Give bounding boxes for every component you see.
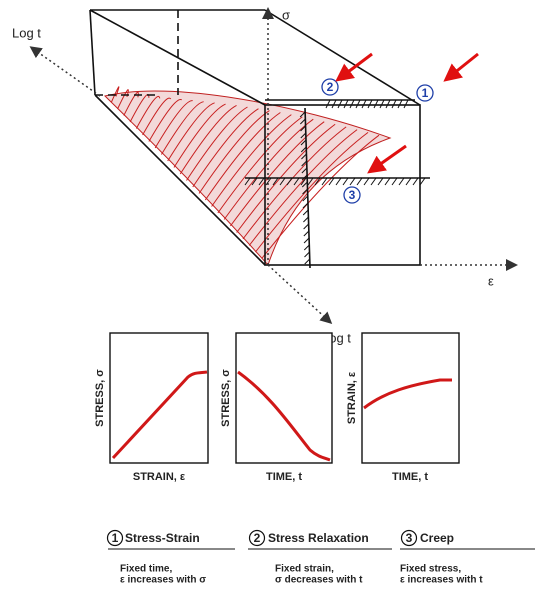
hatch-tick [343,178,348,185]
hatch-tick [350,178,355,185]
hatch-tick [305,252,310,257]
box-edge [265,10,420,105]
hatch-tick [392,178,397,185]
hatch-tick [329,178,334,185]
marker-label: 3 [349,188,356,202]
caption-number: 1 [112,531,119,545]
x-axis-label: TIME, t [392,471,428,483]
axis-label: Log t [12,25,41,40]
panel-frame [362,333,459,463]
hatch-tick [399,178,404,185]
hatch-tick [350,100,354,108]
axis-label: σ [282,7,290,22]
hatch-tick [374,100,378,108]
hatch-tick [304,245,309,250]
hatch-tick [332,100,336,108]
hatch-tick [385,178,390,185]
y-axis-label: STRAIN, ε [346,371,358,424]
hatch-tick [338,100,342,108]
panel: STRESS, σ TIME, t [220,333,332,483]
caption-number: 3 [406,531,413,545]
hatch-tick [406,178,411,185]
marker: 2 [322,79,338,95]
log-t-axis [32,48,100,96]
marker-label: 2 [327,80,334,94]
hatch-tick [404,100,408,108]
marker: 1 [417,85,433,101]
hatch-tick [303,203,308,208]
hatch-tick [364,178,369,185]
hatch-tick [362,100,366,108]
hatch-tick [413,178,418,185]
hatch-tick [303,210,308,215]
caption-description: Fixed strain, [275,564,334,575]
hatch-tick [303,217,308,222]
hatch-tick [386,100,390,108]
response-surface [105,87,390,265]
box-edge [90,10,95,95]
panel-frame [236,333,332,463]
panel: STRESS, σ STRAIN, ε [94,333,208,483]
marker: 3 [344,187,360,203]
hatch-tick [344,100,348,108]
marker-label: 1 [422,86,429,100]
pointer-arrow [372,146,406,170]
caption-description: ε increases with t [400,575,483,586]
hatch-tick [357,178,362,185]
y-axis-label: STRESS, σ [94,369,106,427]
hatch-tick [336,178,341,185]
log-t-axis [268,265,330,322]
hatch-tick [392,100,396,108]
hatch-tick [356,100,360,108]
caption-title: Stress-Strain [125,531,200,545]
hatch-tick [304,238,309,243]
caption: 2 Stress Relaxation Fixed strain, σ decr… [248,531,392,586]
x-axis-label: TIME, t [266,471,302,483]
hatch-tick [371,178,376,185]
caption-description: ε increases with σ [120,575,206,586]
caption-title: Stress Relaxation [268,531,369,545]
hatch-tick [304,231,309,236]
caption: 1 Stress-Strain Fixed time, ε increases … [108,531,236,586]
pointer-arrow [340,54,372,78]
caption-description: σ decreases with t [275,575,363,586]
hatch-tick [326,100,330,108]
hatch-tick [304,224,309,229]
hatch-tick [368,100,372,108]
hatch-tick [380,100,384,108]
caption-title: Creep [420,531,454,545]
y-axis-label: STRESS, σ [220,369,232,427]
caption-description: Fixed stress, [400,564,461,575]
hatch-tick [305,259,310,264]
pointer-arrow [448,54,478,78]
hatch-tick [378,178,383,185]
panel: STRAIN, ε TIME, t [346,333,459,483]
diagram: σ ε Log t Log t 1 2 3 STRESS, σ STRAIN, … [0,0,540,589]
caption: 3 Creep Fixed stress, ε increases with t [400,531,535,586]
caption-number: 2 [254,531,261,545]
x-axis-label: STRAIN, ε [133,471,186,483]
hatch-tick [398,100,402,108]
caption-description: Fixed time, [120,564,172,575]
axis-label: ε [488,273,494,288]
